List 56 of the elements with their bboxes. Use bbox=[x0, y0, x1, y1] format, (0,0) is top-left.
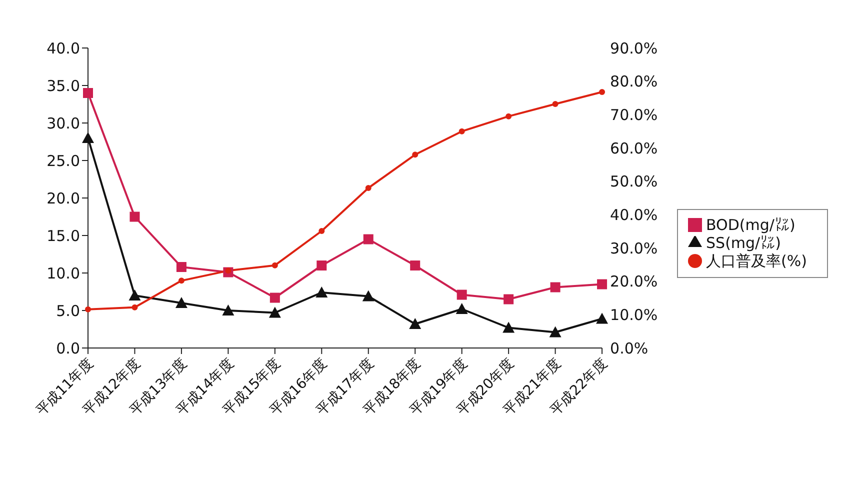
y2-tick-label: 60.0% bbox=[610, 139, 658, 158]
y-tick-label: 25.0 bbox=[46, 152, 80, 170]
point bbox=[552, 101, 558, 107]
point bbox=[128, 290, 141, 300]
point bbox=[268, 306, 281, 318]
point bbox=[222, 304, 234, 316]
y2-tick-label: 10.0% bbox=[610, 306, 658, 324]
point bbox=[132, 304, 138, 310]
legend-label: 人口普及率(%) bbox=[706, 252, 807, 270]
point bbox=[82, 132, 94, 143]
point bbox=[456, 303, 468, 314]
point bbox=[272, 262, 278, 268]
point bbox=[596, 312, 608, 324]
y-tick-label: 35.0 bbox=[46, 76, 80, 95]
y-tick-label: 30.0 bbox=[46, 114, 80, 132]
point bbox=[502, 322, 515, 333]
y-tick-label: 20.0 bbox=[46, 189, 80, 208]
point bbox=[318, 228, 325, 234]
legend-label: SS(mg/㍑) bbox=[706, 234, 781, 252]
y2-tick-label: 90.0% bbox=[610, 39, 658, 58]
point bbox=[316, 286, 328, 298]
point bbox=[456, 290, 467, 300]
y2-tick-label: 0.0% bbox=[610, 339, 648, 358]
point bbox=[458, 128, 465, 134]
point bbox=[362, 290, 374, 302]
point bbox=[175, 297, 188, 308]
y-tick-label: 15.0 bbox=[46, 226, 80, 245]
point bbox=[410, 260, 420, 270]
point bbox=[363, 234, 374, 244]
y2-tick-label: 20.0% bbox=[610, 272, 658, 291]
point bbox=[130, 212, 140, 222]
point bbox=[85, 306, 91, 312]
point bbox=[176, 262, 186, 272]
legend-label: BOD(mg/㍑) bbox=[706, 216, 796, 234]
point bbox=[365, 185, 372, 191]
point bbox=[83, 88, 93, 98]
point bbox=[178, 278, 184, 284]
point bbox=[506, 113, 512, 120]
point bbox=[412, 152, 418, 158]
point bbox=[316, 260, 327, 270]
point bbox=[597, 279, 608, 290]
point bbox=[599, 89, 606, 95]
y-tick-label: 0.0 bbox=[56, 339, 80, 358]
point bbox=[549, 326, 562, 338]
y-tick-label: 5.0 bbox=[56, 302, 80, 320]
point bbox=[504, 294, 514, 304]
y2-tick-label: 70.0% bbox=[610, 106, 658, 124]
y-tick-label: 10.0 bbox=[46, 264, 80, 282]
y2-tick-label: 80.0% bbox=[610, 72, 658, 91]
y2-tick-label: 50.0% bbox=[610, 172, 658, 191]
point bbox=[409, 318, 422, 329]
y2-tick-label: 40.0% bbox=[610, 206, 658, 224]
y2-tick-label: 30.0% bbox=[610, 239, 658, 258]
y-tick-label: 40.0 bbox=[46, 39, 80, 58]
point bbox=[550, 282, 560, 292]
point bbox=[270, 292, 280, 303]
